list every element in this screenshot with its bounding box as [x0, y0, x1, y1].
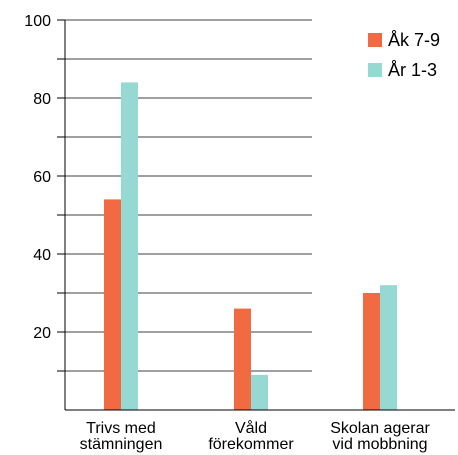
x-category-label: Våld — [235, 419, 267, 437]
bar — [234, 308, 251, 410]
y-tick-label: 40 — [33, 247, 51, 264]
legend-swatch — [368, 33, 382, 47]
y-tick-label: 20 — [33, 325, 51, 342]
x-category-label: stämningen — [80, 436, 163, 453]
bar — [251, 374, 268, 410]
y-tick-labels: 20 40 60 80 100 — [24, 13, 51, 342]
bars — [104, 82, 397, 411]
legend-swatch — [368, 63, 382, 77]
y-tick-label: 100 — [24, 13, 51, 30]
y-tick-label: 80 — [33, 91, 51, 108]
x-category-label: förekommer — [208, 436, 294, 453]
bar — [121, 82, 138, 411]
x-category-label: Trivs med — [86, 420, 156, 437]
gridlines — [65, 19, 312, 372]
legend: Åk 7-9 År 1-3 — [368, 30, 440, 80]
axes — [57, 19, 455, 411]
x-category-label: vid mobbning — [332, 436, 427, 453]
bar — [363, 293, 380, 410]
x-category-label: Skolan agerar — [330, 420, 430, 437]
y-tick-label: 60 — [33, 169, 51, 186]
legend-label: År 1-3 — [388, 60, 437, 80]
bar — [104, 199, 121, 410]
legend-label: Åk 7-9 — [388, 30, 440, 50]
bar — [380, 285, 397, 410]
